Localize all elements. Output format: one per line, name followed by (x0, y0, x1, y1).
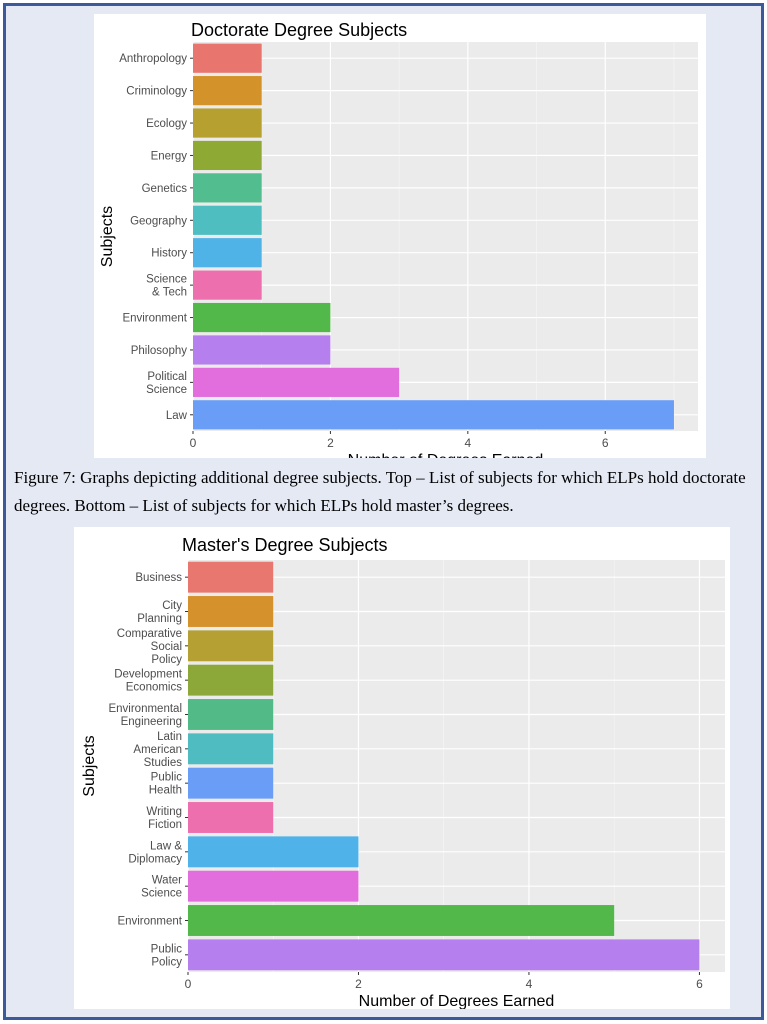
bar (188, 561, 274, 593)
x-tick-label: 2 (327, 436, 334, 450)
bar (188, 596, 274, 627)
figure-caption: Figure 7: Graphs depicting additional de… (14, 468, 746, 515)
y-tick-label: Geography (130, 215, 187, 227)
y-tick-label: Development Economics (114, 669, 183, 694)
x-axis-label: Number of Degrees Earned (359, 993, 555, 1009)
y-tick-label: Political Science (146, 371, 187, 396)
y-tick-label: Ecology (146, 118, 187, 130)
bar (188, 836, 359, 868)
bar (188, 905, 615, 936)
bar (188, 767, 274, 799)
y-tick-label: Writing Fiction (146, 806, 182, 831)
bar (193, 76, 262, 106)
bar (193, 140, 262, 171)
y-tick-label: Science & Tech (146, 274, 187, 299)
bar (193, 335, 331, 365)
x-tick-label: 0 (185, 977, 192, 991)
y-tick-label: Energy (151, 150, 188, 162)
x-tick-label: 2 (355, 977, 362, 991)
plot-panel (193, 42, 698, 431)
y-tick-label: Comparative Social Policy (117, 628, 182, 666)
y-tick-label: Environment (117, 916, 182, 928)
bar (193, 205, 262, 235)
y-tick-label: Environmental Engineering (108, 703, 182, 728)
x-tick-label: 6 (602, 436, 609, 450)
doctorate-chart: Doctorate Degree Subjects Anthropology Cri… (99, 20, 698, 469)
y-tick-label: Philosophy (131, 345, 188, 357)
y-tick-label: History (151, 248, 187, 260)
y-tick-label: Anthropology (119, 53, 187, 65)
y-axis-label: Subjects (81, 735, 98, 796)
y-tick-label: Law & Diplomacy (128, 840, 182, 865)
masters-chart: Master's Degree Subjects Business City Plan… (81, 535, 725, 1010)
x-tick-label: 0 (190, 436, 197, 450)
y-tick-label: Public Health (149, 772, 182, 797)
x-tick-label: 6 (696, 977, 703, 991)
chart-title: Master's Degree Subjects (182, 535, 388, 555)
bar (188, 630, 274, 662)
y-tick-label: Latin American Studies (133, 731, 182, 769)
bar (193, 108, 262, 138)
y-tick-label: Public Policy (151, 943, 183, 968)
bar (188, 733, 274, 765)
y-axis-label: Subjects (99, 206, 116, 267)
bar (193, 270, 262, 300)
y-tick-label: Genetics (142, 183, 188, 195)
bar (188, 939, 700, 971)
x-tick-label: 4 (464, 436, 471, 450)
y-tick-label: Water Science (141, 875, 182, 900)
bar (193, 43, 262, 73)
y-tick-label: Law (166, 410, 188, 422)
x-axis-label: Number of Degrees Earned (348, 452, 544, 458)
bar (188, 870, 359, 902)
y-tick-label: Business (135, 572, 182, 584)
bar (188, 802, 274, 833)
y-tick-label: Environment (122, 313, 187, 325)
doctorate-chart-panel: Doctorate Degree Subjects Anthropology Cri… (94, 14, 706, 469)
bar (188, 664, 274, 696)
x-tick-label: 4 (526, 977, 533, 991)
bar (188, 699, 274, 730)
bar (193, 367, 400, 397)
chart-title: Doctorate Degree Subjects (191, 20, 407, 40)
plot-panel (188, 560, 725, 972)
bar (193, 400, 674, 430)
masters-chart-panel: Master's Degree Subjects Business City Plan… (74, 527, 730, 1010)
bar (193, 238, 262, 268)
y-tick-label: City Planning (137, 600, 182, 625)
y-tick-label: Criminology (126, 86, 187, 98)
bar (193, 173, 262, 203)
bar (193, 302, 331, 333)
figure-frame: Doctorate Degree Subjects Anthropology Cri… (3, 3, 764, 1020)
